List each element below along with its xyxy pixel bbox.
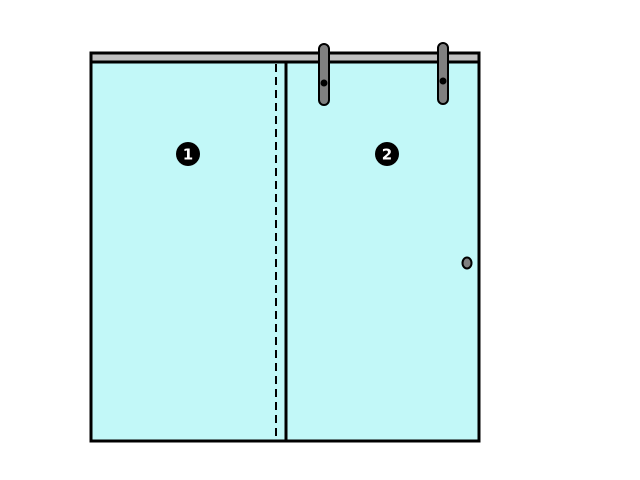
panel-2-badge: 2 — [375, 142, 399, 166]
sliding-glass-panel — [284, 60, 481, 443]
knob-handle-icon — [461, 256, 473, 270]
roller-hanger-icon — [318, 43, 330, 106]
panel-1-number: 1 — [183, 146, 193, 164]
panel-2-number: 2 — [382, 146, 392, 164]
fixed-glass-panel — [89, 60, 288, 443]
roller-hanger-icon — [437, 42, 449, 105]
panel-1-badge: 1 — [176, 142, 200, 166]
